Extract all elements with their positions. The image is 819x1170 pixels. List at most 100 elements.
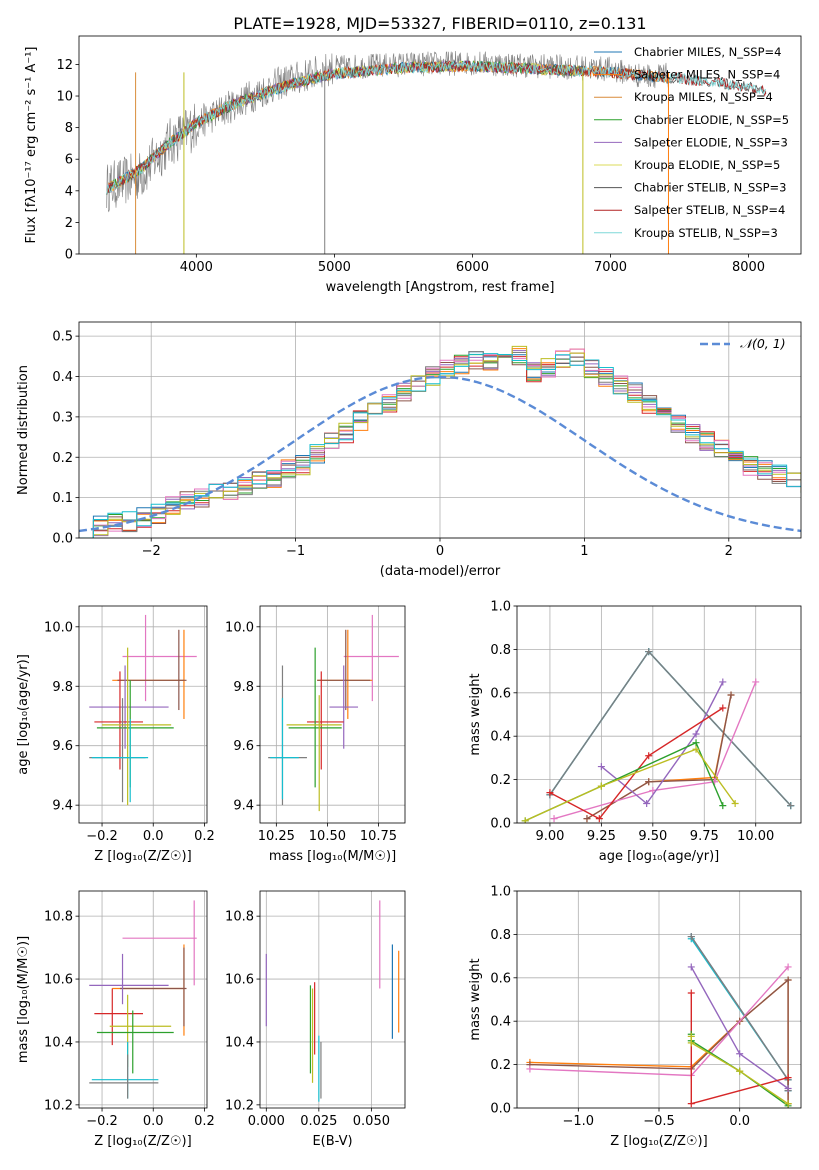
normal-distribution-curve [79,375,801,533]
mass-weight-marker [727,691,735,699]
mass-weight-marker [736,1067,744,1075]
x-axis-label: E(B-V) [312,1134,352,1149]
y-tick-label: 10.0 [44,620,73,635]
y-axis-label: Flux [fλ10⁻¹⁷ erg cm⁻² s⁻¹ A⁻¹] [24,47,39,244]
y-tick-label: 0.2 [52,451,73,466]
residual-histogram [79,353,801,538]
model-spectrum-line [106,60,767,195]
x-axis-label: Z [log₁₀(Z/Z☉)] [610,1134,707,1149]
mass-weight-marker [645,648,653,656]
mass-weight-line [553,681,757,820]
y-tick-label: 4 [65,184,73,199]
y-tick-label: 0.4 [52,370,73,385]
x-tick-label: 0.0 [143,829,164,844]
mass-weight-marker [687,933,695,941]
y-tick-label: 0.6 [490,686,511,701]
x-tick-label: 0.0 [729,1114,750,1129]
mass-weight-line [549,707,724,820]
y-tick-label: 10.8 [225,910,254,925]
y-tick-label: 10.8 [44,910,73,925]
x-axis-label: Z [log₁₀(Z/Z☉)] [94,849,191,864]
y-tick-label: 0.0 [52,532,73,547]
chart-spectrum: 4000 5000 6000 7000 8000 0 2 4 6 8 10 12 wavelength … [24,35,802,295]
y-axis-label: age [log₁₀(age/yr)] [16,654,31,775]
y-tick-label: 1.0 [490,600,511,615]
mass-weight-marker [521,817,529,823]
chart-mass-vs-EBV: 0.000 0.025 0.050 10.2 10.4 10.6 10.8 E(B-V) [225,890,406,1149]
mass-weight-marker [752,678,760,686]
x-tick-label: −2 [142,544,161,559]
mass-weight-line [586,694,732,820]
x-tick-label: 5000 [318,260,351,275]
plot-area [89,614,197,806]
mass-weight-marker [597,782,605,790]
x-tick-label: 10.00 [737,829,774,844]
x-axis-label: (data-model)/error [380,564,501,579]
mass-weight-marker [645,752,653,760]
mass-weight-marker [597,763,605,771]
chart-mass-vs-Z: −0.2 0.0 0.2 10.2 10.4 10.6 10.8 Z [log₁₀(Z/Z☉)… [16,890,215,1149]
x-tick-label: −0.2 [86,829,118,844]
y-tick-label: 0.2 [490,773,511,788]
x-tick-label: 0.050 [353,1114,390,1129]
axes-frame [78,321,802,539]
y-tick-label: 10.4 [44,1035,73,1050]
y-tick-label: 0.0 [490,1102,511,1117]
y-tick-label: 9.4 [233,799,254,814]
legend-entry: Salpeter MILES, N_SSP=4 [634,68,780,82]
axes-frame [259,605,406,824]
y-tick-label: 0.0 [490,817,511,832]
y-tick-label: 9.6 [233,739,254,754]
y-axis-label: mass [log₁₀(M/M☉)] [16,936,31,1063]
x-axis-label: wavelength [Angstrom, rest frame] [326,280,555,295]
legend-entry: Kroupa ELODIE, N_SSP=5 [634,158,780,172]
mass-weight-marker [643,799,651,807]
y-axis-label: Normed distribution [16,365,31,495]
y-tick-label: 12 [56,58,73,73]
mass-weight-marker [546,789,554,797]
x-tick-label: 0.2 [194,829,215,844]
x-tick-label: −1.0 [563,1114,595,1129]
chart-massweight-vs-age: 9.00 9.25 9.50 9.75 10.00 0.0 0.2 0.4 0.6 0.8 1.0 a… [468,600,802,864]
chart-massweight-vs-Z: −1.0 −0.5 0.0 0.0 0.2 0.4 0.6 0.8 1.0 Z [log₁₀(Z/… [468,885,802,1149]
plots: 4000 5000 6000 7000 8000024681012wavelength … [16,35,802,1149]
mass-weight-marker [687,1100,695,1108]
y-tick-label: 10.4 [225,1035,254,1050]
y-tick-label: 9.8 [52,680,73,695]
chart-age-vs-mass: 10.25 10.50 10.75 9.4 9.6 9.8 10.0 mass [log₁₀(… [225,605,406,864]
y-tick-label: 10.6 [44,973,73,988]
axes-frame [516,890,802,1109]
mass-weight-marker [526,1065,534,1073]
axes-frame [78,605,208,824]
y-axis-label: mass weight [468,673,483,755]
y-tick-label: 10.6 [225,973,254,988]
mass-weight-marker [784,976,792,984]
mass-weight-marker [687,1032,695,1040]
mass-weight-marker [784,1084,792,1092]
y-tick-label: 0.1 [52,491,73,506]
mass-weight-marker [687,1039,695,1047]
x-axis-label: age [log₁₀(age/yr)] [599,849,720,864]
mass-weight-marker [692,730,700,738]
y-tick-label: 0.5 [52,330,73,345]
x-axis-label: Z [log₁₀(Z/Z☉)] [94,1134,191,1149]
mass-weight-marker [687,963,695,971]
mass-weight-marker [784,1074,792,1082]
mass-weight-marker [731,799,739,807]
mass-weight-marker [787,802,795,810]
mass-weight-marker [692,745,700,753]
mass-weight-marker [550,815,558,823]
x-tick-label: 0.2 [194,1114,215,1129]
mass-weight-line [549,650,792,807]
legend-entry: Chabrier STELIB, N_SSP=3 [634,181,786,195]
y-tick-label: 0.2 [490,1058,511,1073]
legend-entry: Kroupa STELIB, N_SSP=3 [634,226,778,240]
mass-weight-marker [687,989,695,997]
mass-weight-marker [719,802,727,810]
x-tick-label: 6000 [456,260,489,275]
legend-entry: Chabrier ELODIE, N_SSP=5 [634,113,789,127]
legend-entry: 𝒩(0, 1) [740,336,786,351]
chart-residuals: −2 −1 0 1 2 0.0 0.1 0.2 0.3 0.4 0.5 (data-model)/er… [16,321,802,579]
x-tick-label: 0.000 [248,1114,285,1129]
x-tick-label: 10.25 [258,829,295,844]
